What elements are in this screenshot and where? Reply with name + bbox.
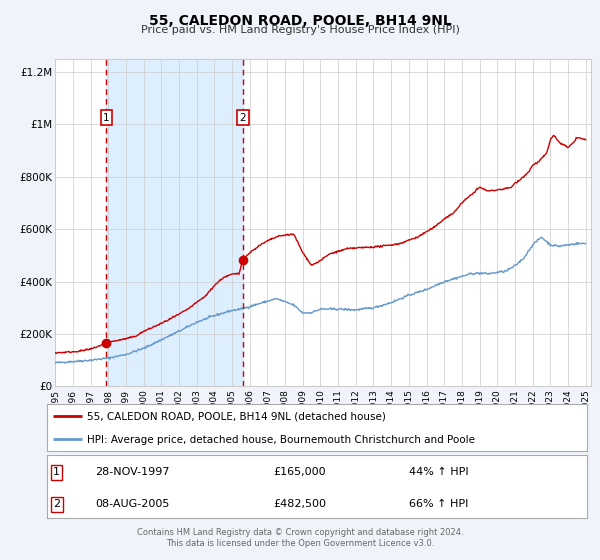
Text: £165,000: £165,000 (274, 468, 326, 478)
Text: 55, CALEDON ROAD, POOLE, BH14 9NL: 55, CALEDON ROAD, POOLE, BH14 9NL (149, 14, 451, 28)
Text: 1: 1 (53, 468, 60, 478)
Text: Price paid vs. HM Land Registry's House Price Index (HPI): Price paid vs. HM Land Registry's House … (140, 25, 460, 35)
Text: 44% ↑ HPI: 44% ↑ HPI (409, 468, 468, 478)
Bar (106, 59, 242, 386)
Text: £482,500: £482,500 (274, 499, 326, 509)
Text: HPI: Average price, detached house, Bournemouth Christchurch and Poole: HPI: Average price, detached house, Bour… (88, 435, 475, 445)
Text: 55, CALEDON ROAD, POOLE, BH14 9NL (detached house): 55, CALEDON ROAD, POOLE, BH14 9NL (detac… (88, 412, 386, 422)
Text: 08-AUG-2005: 08-AUG-2005 (95, 499, 170, 509)
Text: 2: 2 (239, 113, 246, 123)
Text: 28-NOV-1997: 28-NOV-1997 (95, 468, 170, 478)
Text: This data is licensed under the Open Government Licence v3.0.: This data is licensed under the Open Gov… (166, 539, 434, 548)
Text: 2: 2 (53, 499, 60, 509)
Text: 66% ↑ HPI: 66% ↑ HPI (409, 499, 468, 509)
Text: 1: 1 (103, 113, 110, 123)
Text: Contains HM Land Registry data © Crown copyright and database right 2024.: Contains HM Land Registry data © Crown c… (137, 528, 463, 536)
